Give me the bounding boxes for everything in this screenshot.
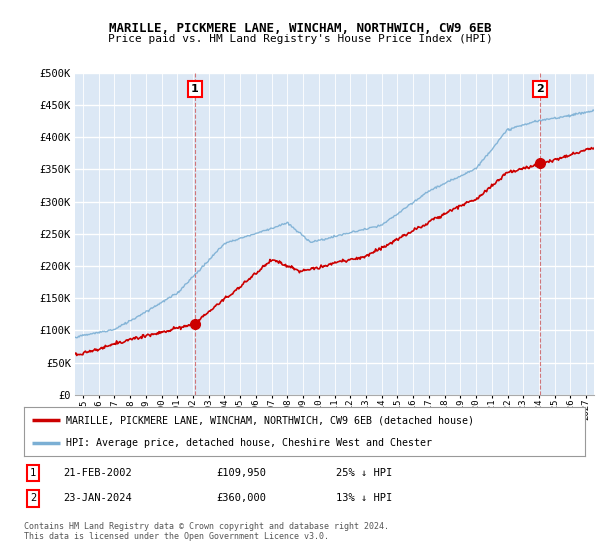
Text: 2: 2 <box>30 493 36 503</box>
Text: HPI: Average price, detached house, Cheshire West and Chester: HPI: Average price, detached house, Ches… <box>66 438 432 448</box>
Text: 25% ↓ HPI: 25% ↓ HPI <box>336 468 392 478</box>
Text: Price paid vs. HM Land Registry's House Price Index (HPI): Price paid vs. HM Land Registry's House … <box>107 34 493 44</box>
Text: 21-FEB-2002: 21-FEB-2002 <box>63 468 132 478</box>
Text: 2: 2 <box>536 84 544 94</box>
Text: £109,950: £109,950 <box>216 468 266 478</box>
Text: 13% ↓ HPI: 13% ↓ HPI <box>336 493 392 503</box>
Text: Contains HM Land Registry data © Crown copyright and database right 2024.
This d: Contains HM Land Registry data © Crown c… <box>24 522 389 542</box>
Text: 23-JAN-2024: 23-JAN-2024 <box>63 493 132 503</box>
Text: 1: 1 <box>191 84 199 94</box>
Text: £360,000: £360,000 <box>216 493 266 503</box>
Text: MARILLE, PICKMERE LANE, WINCHAM, NORTHWICH, CW9 6EB: MARILLE, PICKMERE LANE, WINCHAM, NORTHWI… <box>109 22 491 35</box>
Text: MARILLE, PICKMERE LANE, WINCHAM, NORTHWICH, CW9 6EB (detached house): MARILLE, PICKMERE LANE, WINCHAM, NORTHWI… <box>66 416 474 426</box>
Text: 1: 1 <box>30 468 36 478</box>
